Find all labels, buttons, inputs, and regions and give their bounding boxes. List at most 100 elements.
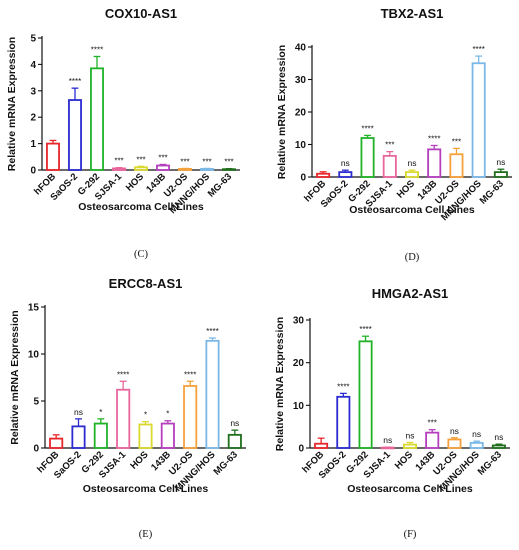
bar [338,171,353,178]
significance-label: ns [406,430,415,440]
significance-label: ns [450,426,459,436]
significance-label: ns [408,158,417,168]
y-tick-label: 10 [295,140,307,151]
y-tick-label: 5 [33,397,39,408]
bar [471,62,486,178]
significance-label: * [99,408,102,417]
bar [46,142,60,171]
significance-label: **** [361,124,373,133]
significance-label: ns [341,158,350,168]
bar [205,339,220,449]
x-axis-label: Osteosarcoma Cell Lines [83,483,209,495]
bar [360,137,375,178]
panel-label: (F) [404,529,417,540]
significance-label: *** [180,157,189,166]
bar [447,438,462,449]
bar [71,425,86,449]
y-tick-label: 15 [28,303,40,314]
y-tick-label: 1 [30,139,36,150]
bar [90,67,104,171]
significance-label: **** [337,382,349,391]
significance-label: ns [472,429,481,439]
y-tick-label: 5 [30,34,36,45]
y-tick-label: 20 [295,108,307,119]
significance-label: ns [494,432,503,442]
y-tick-label: 20 [293,358,305,369]
bar [68,99,82,171]
significance-label: **** [472,45,484,54]
significance-label: **** [117,370,129,379]
bar [156,164,170,171]
significance-label: *** [224,158,233,167]
bar [227,433,242,449]
panel-label: (D) [405,252,420,263]
y-axis-label: Relative mRNA Expression [6,37,18,171]
bar [183,385,198,449]
panel-label: (C) [134,249,149,260]
bar [93,422,108,449]
bar [178,168,192,171]
bar [314,442,329,449]
bar [382,154,397,178]
significance-label: *** [428,419,437,428]
x-tick-label: HOS [128,449,150,471]
bar [112,167,126,171]
x-tick-label: HOS [124,171,146,193]
chart-panel-3: HMGA2-AS1 Relative mRNA Expression 0 10 20 30… [274,286,510,540]
significance-label: **** [184,370,196,379]
x-tick-label: MG-63 [206,171,234,199]
bar [316,172,331,178]
bar [404,171,420,178]
chart-panel-1: TBX2-AS1 Relative mRNA Expression 0 10 20 30 4… [276,6,512,263]
significance-label: * [166,410,169,419]
y-tick-label: 30 [293,316,305,327]
bar [49,437,64,449]
significance-label: **** [91,45,103,54]
y-tick-label: 10 [28,350,40,361]
significance-label: ns [383,435,392,445]
bar [402,443,418,449]
chart-title: TBX2-AS1 [381,6,444,21]
chart-title: COX10-AS1 [105,6,177,21]
bar [358,340,373,449]
significance-label: **** [69,77,81,86]
significance-label: ns [496,157,505,167]
significance-label: ns [74,407,83,417]
significance-label: *** [385,141,394,150]
chart-title: ERCC8-AS1 [109,276,183,291]
bar [160,422,175,449]
x-tick-label: HOS [395,178,417,200]
significance-label: **** [206,327,218,336]
bar [336,395,351,449]
bar [134,166,148,171]
significance-label: ns [230,418,239,428]
x-tick-label: HOS [393,449,415,471]
significance-label: *** [202,157,211,166]
y-tick-label: 0 [300,173,306,184]
y-tick-label: 0 [33,444,39,455]
x-tick-label: MG-63 [476,449,504,477]
y-axis-label: Relative mRNA Expression [276,45,288,179]
y-tick-label: 40 [295,43,307,54]
significance-label: *** [114,157,123,166]
significance-label: * [144,411,147,420]
panel-label: (E) [139,529,153,540]
x-axis-label: Osteosarcoma Cell Lines [347,483,473,495]
y-tick-label: 3 [30,86,36,97]
bar [116,388,131,449]
bar [491,444,506,449]
y-tick-label: 30 [295,75,307,86]
y-tick-label: 2 [30,113,36,124]
significance-label: **** [428,134,440,143]
x-axis-label: Osteosarcoma Cell Lines [78,201,204,213]
bar [469,441,484,449]
bar [138,423,153,449]
significance-label: *** [158,153,167,162]
y-tick-label: 0 [30,166,36,177]
chart-title: HMGA2-AS1 [372,286,449,301]
bar [449,153,464,178]
bar [427,148,442,178]
y-tick-label: 0 [298,444,304,455]
